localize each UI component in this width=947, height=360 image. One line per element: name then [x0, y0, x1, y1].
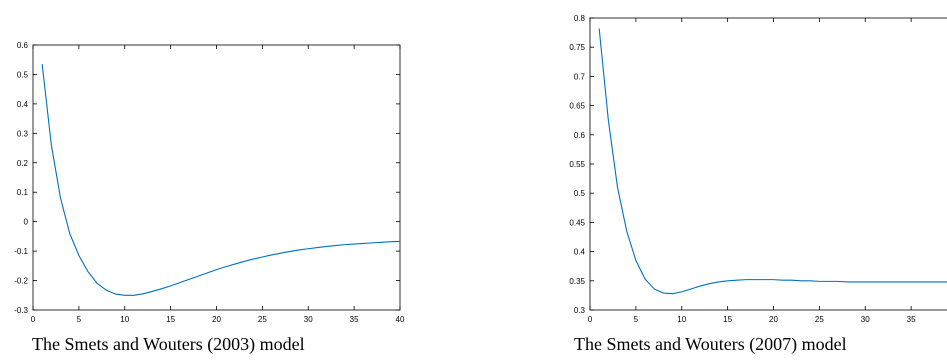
y-tick-label: 0	[24, 218, 29, 227]
y-tick-label: 0.7	[574, 72, 586, 81]
y-tick-label: 0.4	[574, 248, 586, 257]
x-tick-label: 25	[815, 315, 824, 324]
x-tick-label: 5	[634, 315, 639, 324]
series-line	[598, 28, 947, 295]
x-tick-label: 40	[396, 315, 405, 324]
y-tick-label: 0.3	[17, 129, 29, 138]
y-tick-label: 0.1	[17, 188, 29, 197]
x-tick-label: 15	[723, 315, 732, 324]
chart-left: 0 5 10 15 20 25 30 35 40 -0.3 -0.2 -0.1 0 0.1 0.2 0.3 0.…	[14, 41, 405, 324]
y-tick-label: 0.65	[569, 102, 585, 111]
y-tick-label: 0.8	[574, 14, 586, 23]
x-tick-label: 20	[212, 315, 221, 324]
x-tick-label: 0	[588, 315, 593, 324]
plot-frame	[32, 44, 401, 311]
x-tick-label: 35	[907, 315, 916, 324]
y-tick-label: 0.6	[574, 131, 586, 140]
x-tick-label: 10	[120, 315, 129, 324]
y-tick-label: -0.1	[14, 247, 28, 256]
y-tick-label: 0.55	[569, 160, 585, 169]
y-tick-label: -0.3	[14, 306, 28, 315]
x-tick-label: 0	[31, 315, 36, 324]
x-tick-label: 15	[166, 315, 175, 324]
y-tick-label: 0.3	[574, 306, 586, 315]
caption-right: The Smets and Wouters (2007) model	[574, 334, 847, 354]
y-tick-label: 0.6	[17, 41, 29, 50]
plot-frame	[589, 17, 947, 311]
x-tick-label: 10	[677, 315, 686, 324]
x-tick-label: 25	[258, 315, 267, 324]
x-tick-label: 20	[769, 315, 778, 324]
y-tick-label: 0.5	[17, 70, 29, 79]
x-tick-label: 30	[861, 315, 870, 324]
x-tick-label: 30	[304, 315, 313, 324]
chart-right: 0 5 10 15 20 25 30 35 0.3 0.35 0.4 0.45 0.5 0.55 0.6 0.…	[569, 14, 947, 324]
y-tick-label: 0.35	[569, 277, 585, 286]
y-tick-label: -0.2	[14, 277, 28, 286]
y-tick-label: 0.5	[574, 189, 586, 198]
y-tick-label: 0.45	[569, 218, 585, 227]
caption-left: The Smets and Wouters (2003) model	[32, 334, 305, 354]
series-line	[41, 64, 401, 296]
y-tick-label: 0.75	[569, 43, 585, 52]
x-tick-label: 5	[77, 315, 82, 324]
y-tick-label: 0.4	[17, 100, 29, 109]
y-tick-label: 0.2	[17, 159, 29, 168]
x-tick-label: 35	[350, 315, 359, 324]
